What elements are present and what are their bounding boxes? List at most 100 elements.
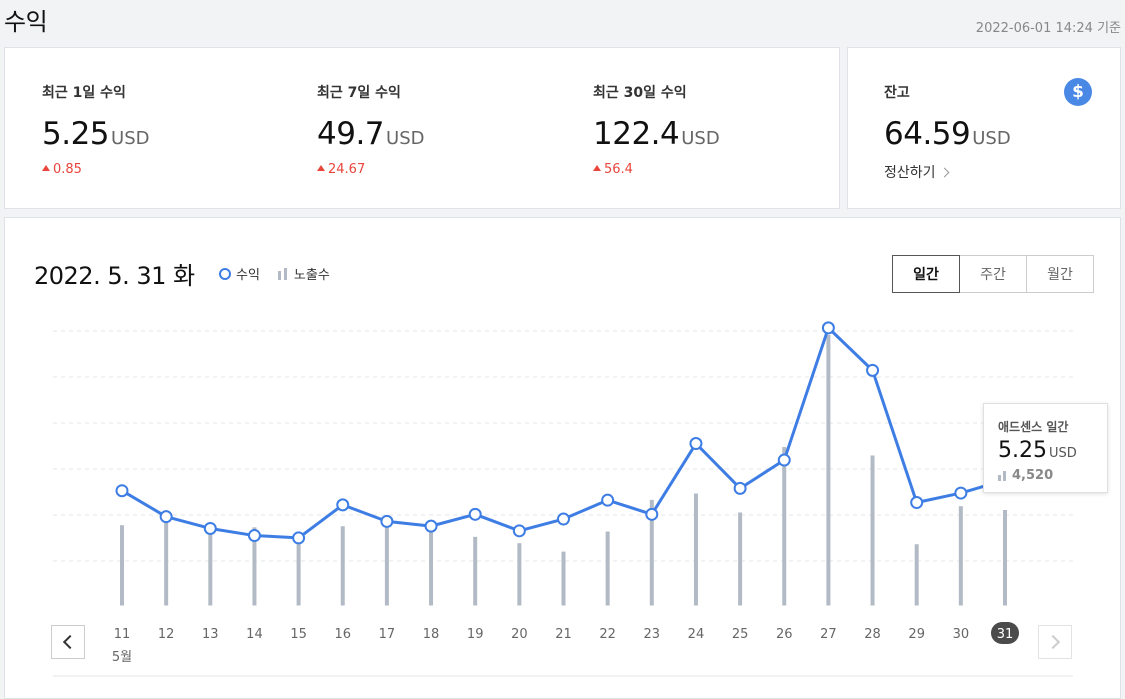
impression-bar — [914, 544, 919, 606]
revenue-point — [468, 507, 482, 521]
impression-bar — [958, 506, 963, 606]
x-tick-label: 23 — [644, 627, 661, 642]
x-tick-label: 12 — [158, 627, 175, 642]
stat-delta-value: 24.67 — [328, 162, 366, 177]
stat-delta: 0.85 — [42, 162, 150, 177]
revenue-point — [512, 524, 526, 538]
tab-weekly[interactable]: 주간 — [959, 255, 1027, 293]
x-tick-label: 26 — [776, 627, 793, 642]
impression-bar — [561, 551, 566, 606]
update-timestamp: 2022-06-01 14:24 기준 — [975, 21, 1121, 36]
tab-daily[interactable]: 일간 — [892, 255, 960, 293]
revenue-point — [866, 363, 880, 377]
impression-bar — [429, 530, 434, 606]
stat-label: 최근 7일 수익 — [317, 85, 401, 101]
stat-unit: USD — [681, 128, 720, 149]
x-tick-label: 21 — [555, 627, 572, 642]
impression-bar — [738, 512, 743, 606]
stat-delta-value: 56.4 — [604, 162, 633, 177]
revenue-legend-icon — [219, 267, 231, 280]
legend-revenue-label: 수익 — [236, 268, 260, 283]
stat-number: 49.7 — [317, 116, 385, 152]
revenue-chart: 11 12 13 14 15 16 17 18 19 20 21 22 23 24 25 26 27 28 29 30… — [53, 321, 1073, 677]
impression-bar — [120, 525, 124, 606]
x-tick-label: 18 — [423, 627, 440, 642]
tooltip-impressions: 4,520 — [998, 468, 1053, 483]
impression-bar — [208, 534, 213, 606]
revenue-point — [733, 481, 747, 495]
chart-card: 11 12 13 14 15 16 17 18 19 20 21 22 23 24 25 26 27 28 29 30… — [4, 217, 1121, 699]
balance-card: 잔고 64.59 USD 정산하기 $ — [847, 47, 1121, 209]
stat-label: 최근 1일 수익 — [42, 85, 126, 101]
up-triangle-icon — [317, 165, 325, 171]
impression-bar — [517, 543, 522, 606]
stat-unit: USD — [111, 128, 150, 149]
x-tick-label: 17 — [379, 627, 396, 642]
x-tick-label: 20 — [511, 627, 528, 642]
selected-day-pill — [991, 622, 1019, 644]
balance-unit: USD — [972, 128, 1011, 149]
up-triangle-icon — [593, 165, 601, 171]
legend-impressions-label: 노출수 — [293, 268, 330, 283]
balance-label: 잔고 — [884, 85, 910, 101]
impression-bar — [649, 499, 654, 606]
x-tick-label: 13 — [202, 627, 219, 642]
prev-period-button[interactable] — [51, 625, 85, 659]
tooltip-title: 애드센스 일간 — [998, 420, 1069, 434]
impression-bar — [605, 531, 610, 606]
revenue-point — [336, 498, 350, 512]
stat-value: 49.7 USD — [317, 116, 425, 152]
balance-value: 64.59 USD — [884, 116, 1011, 152]
tooltip-unit: USD — [1048, 446, 1077, 461]
x-tick-label: 27 — [820, 627, 837, 642]
settle-link[interactable]: 정산하기 — [884, 162, 1011, 182]
x-tick-label: 29 — [908, 627, 925, 642]
balance-stat: 잔고 64.59 USD 정산하기 — [884, 82, 1011, 182]
stat-unit: USD — [386, 128, 425, 149]
revenue-point — [159, 510, 173, 524]
revenue-point — [645, 507, 659, 521]
x-tick-label: 14 — [246, 627, 263, 642]
stat-value: 5.25 USD — [42, 116, 150, 152]
chart-legend: 수익 노출수 — [219, 264, 330, 283]
revenue-point — [777, 453, 791, 467]
impression-bar — [693, 493, 698, 606]
impression-bar — [164, 518, 169, 606]
dollar-icon: $ — [1064, 78, 1092, 106]
revenue-summary-card: 최근 1일 수익 5.25 USD 0.85 최근 7일 수익 49.7 USD 2… — [4, 47, 840, 209]
up-triangle-icon — [42, 165, 50, 171]
revenue-point — [424, 519, 438, 533]
revenue-point — [292, 531, 306, 545]
stat-delta: 24.67 — [317, 162, 425, 177]
stat-number: 5.25 — [42, 116, 110, 152]
impression-bar — [296, 541, 301, 606]
chevron-right-icon — [1045, 634, 1061, 650]
tooltip-impressions-value: 4,520 — [1012, 468, 1054, 483]
x-tick-label: 16 — [334, 627, 351, 642]
x-tick-label: 22 — [599, 627, 616, 642]
stat-delta-value: 0.85 — [53, 162, 82, 177]
revenue-point — [380, 514, 394, 528]
chevron-left-icon — [62, 634, 78, 650]
impression-bar — [826, 335, 831, 606]
x-tick-label: 31 — [997, 627, 1014, 642]
revenue-point — [954, 486, 968, 500]
bar-chart-icon — [998, 470, 1008, 481]
impression-bar — [473, 536, 478, 606]
tab-monthly[interactable]: 월간 — [1026, 255, 1094, 293]
stat-label: 최근 30일 수익 — [593, 85, 687, 101]
tooltip-value: 5.25 USD — [998, 438, 1077, 463]
revenue-point — [821, 321, 835, 335]
x-tick-label: 30 — [953, 627, 970, 642]
settle-label: 정산하기 — [884, 165, 936, 181]
x-tick-label: 25 — [732, 627, 749, 642]
x-tick-label: 19 — [467, 627, 484, 642]
next-period-button[interactable] — [1038, 625, 1072, 659]
revenue-point — [557, 512, 570, 526]
chart-tooltip: 애드센스 일간 5.25 USD 4,520 — [983, 403, 1108, 493]
stat-30day: 최근 30일 수익 122.4 USD 56.4 — [593, 82, 720, 177]
revenue-point — [601, 493, 615, 507]
revenue-point — [910, 496, 924, 510]
stat-delta: 56.4 — [593, 162, 720, 177]
stat-value: 122.4 USD — [593, 116, 720, 152]
